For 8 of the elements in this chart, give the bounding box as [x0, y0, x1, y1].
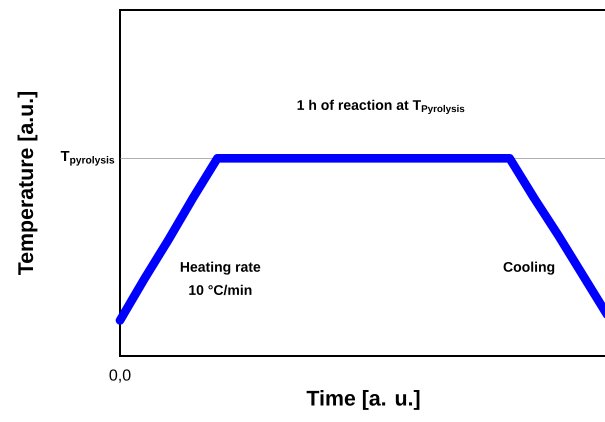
text: 0,0 — [110, 369, 131, 383]
y-axis-title: Temperature [a.u.] — [18, 92, 38, 276]
annotation: Cooling — [504, 262, 554, 275]
ref-line-label: $\mathbf{T_{pyrolysis}}$ — [60, 150, 114, 166]
annotation: 10 °C/min — [189, 284, 252, 296]
annotation: Heating rate — [180, 262, 260, 275]
x-axis-title: Time [a. u.] — [306, 390, 420, 410]
text: $\mathbf{1\ h\ of\ reaction\ at\ T_{Pyrolysis}}$ — [298, 100, 464, 114]
